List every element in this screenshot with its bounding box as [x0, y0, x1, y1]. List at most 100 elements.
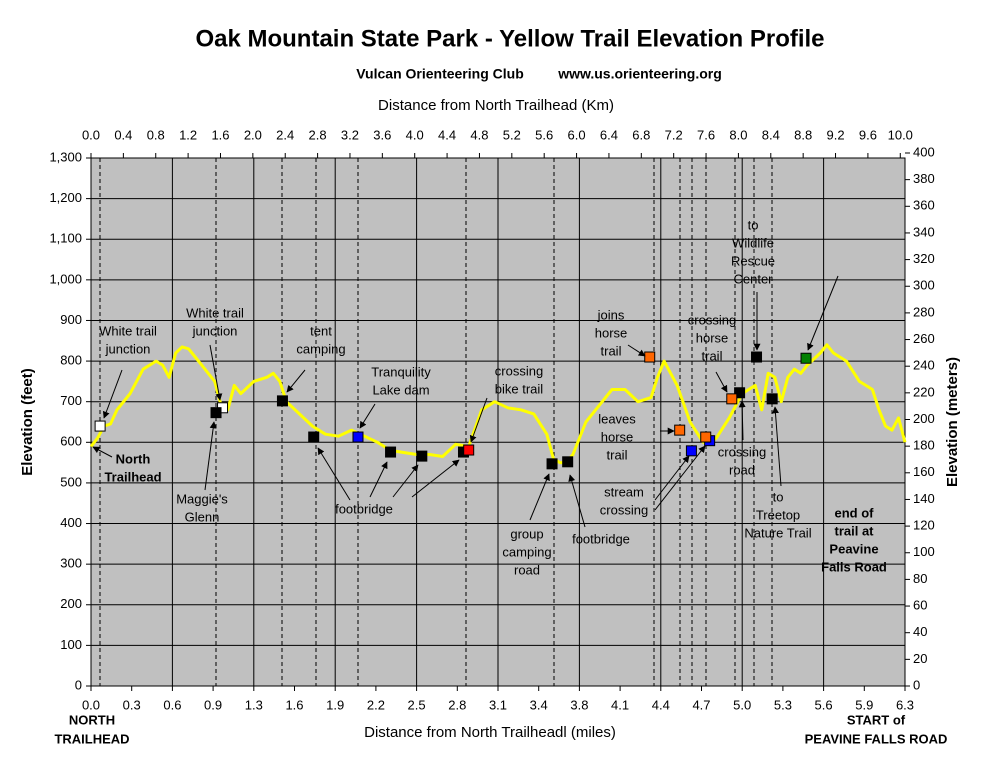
annotation: Wildlife [732, 235, 774, 250]
annotation: trail [601, 343, 622, 358]
marker [308, 431, 320, 443]
annotation: horse [595, 325, 628, 340]
y2-tick-label: 300 [913, 278, 935, 293]
x2-tick-label: 1.2 [179, 127, 197, 142]
x-tick-label: 5.6 [815, 697, 833, 712]
y-tick-label: 600 [60, 434, 82, 449]
x-tick-label: 4.1 [611, 697, 629, 712]
x-tick-label: 1.9 [326, 697, 344, 712]
arrow [392, 464, 419, 498]
x2-tick-label: 3.2 [341, 127, 359, 142]
y2-tick-label: 0 [913, 677, 920, 692]
marker [800, 352, 812, 364]
annotation: crossing [688, 312, 736, 327]
y-tick-label: 700 [60, 393, 82, 408]
annotation: end of [835, 505, 875, 520]
y-tick-label: 300 [60, 556, 82, 571]
x2-tick-label: 8.4 [762, 127, 780, 142]
x2-axis-label: Distance from North Trailhead (Km) [378, 97, 614, 114]
annotations: White trail junction North Trailhead White t… [92, 217, 887, 577]
subtitle: www.us.orienteering.org [557, 66, 722, 82]
x2-tick-label: 1.6 [211, 127, 229, 142]
y-tick-label: 500 [60, 474, 82, 489]
x-tick-label: 0.0 [82, 697, 100, 712]
y-tick-label: 200 [60, 596, 82, 611]
annotation: Lake dam [372, 382, 429, 397]
y2-tick-label: 400 [913, 144, 935, 159]
x-tick-label: 2.8 [448, 697, 466, 712]
y-axis-label: Elevation (feet) [19, 368, 36, 476]
arrow [317, 447, 351, 501]
marker [276, 395, 288, 407]
annotation: joins [597, 307, 625, 322]
x2-tick-label: 4.8 [470, 127, 488, 142]
y2-tick-label: 20 [913, 651, 927, 666]
annotation: footbridge [335, 501, 393, 516]
x2-tick-label: 7.6 [697, 127, 715, 142]
marker [562, 456, 574, 468]
x-axis-label: Distance from North Trailheadl (miles) [364, 724, 616, 741]
annotation: tent [310, 323, 332, 338]
arrow [369, 461, 388, 498]
x2-tick-label: 4.0 [406, 127, 424, 142]
marker [210, 407, 222, 419]
x2-tick-label: 8.8 [794, 127, 812, 142]
arrow [92, 446, 113, 458]
marker [674, 424, 686, 436]
annotation: junction [192, 323, 238, 338]
y2-tick-label: 140 [913, 491, 935, 506]
x2-tick-label: 3.6 [373, 127, 391, 142]
y2-tick-label: 320 [913, 251, 935, 266]
x-tick-label: 0.6 [163, 697, 181, 712]
subtitle: Vulcan Orienteering Club [356, 66, 524, 82]
y-tick-label: 400 [60, 515, 82, 530]
x-tick-label: 5.0 [733, 697, 751, 712]
x-tick-label: 5.9 [855, 697, 873, 712]
x2-tick-label: 8.0 [729, 127, 747, 142]
annotation: horse [696, 330, 729, 345]
y-tick-label: 1,000 [49, 271, 82, 286]
x2-tick-label: 7.2 [665, 127, 683, 142]
x2-tick-label: 6.0 [568, 127, 586, 142]
x2-tick-label: 0.0 [82, 127, 100, 142]
arrow [209, 344, 223, 401]
y2-tick-label: 120 [913, 518, 935, 533]
annotation: to [773, 489, 784, 504]
y2-tick-label: 40 [913, 624, 927, 639]
arrow [359, 403, 376, 429]
annotation: Falls Road [821, 559, 887, 574]
x-tick-label: 4.7 [692, 697, 710, 712]
annotation: Peavine [829, 541, 878, 556]
chart-title: Oak Mountain State Park - Yellow Trail E… [195, 25, 824, 52]
arrow [411, 459, 460, 498]
annotation: road [729, 462, 755, 477]
x-tick-label: 3.1 [489, 697, 507, 712]
annotation: Nature Trail [744, 525, 811, 540]
arrow [654, 445, 706, 511]
x-tick-label: 1.6 [285, 697, 303, 712]
x2-tick-label: 2.8 [309, 127, 327, 142]
annotation: Rescue [731, 253, 775, 268]
y2-tick-label: 220 [913, 384, 935, 399]
y-tick-label: 1,300 [49, 149, 82, 164]
x2-tick-label: 6.4 [600, 127, 618, 142]
arrow [469, 397, 488, 443]
marker [546, 458, 558, 470]
y-tick-label: 0 [75, 677, 82, 692]
annotation: White trail [186, 305, 244, 320]
marker [463, 444, 475, 456]
end-label: TRAILHEAD [54, 731, 129, 746]
arrow [286, 369, 306, 393]
y2-tick-label: 60 [913, 597, 927, 612]
annotation: leaves [598, 411, 636, 426]
x2-tick-label: 5.2 [503, 127, 521, 142]
x-tick-label: 0.3 [123, 697, 141, 712]
arrow [807, 275, 839, 351]
x-tick-label: 2.2 [367, 697, 385, 712]
marker [700, 431, 712, 443]
y2-tick-label: 180 [913, 438, 935, 453]
annotation: crossing [495, 363, 543, 378]
annotation: stream [604, 484, 644, 499]
arrow [771, 406, 782, 487]
